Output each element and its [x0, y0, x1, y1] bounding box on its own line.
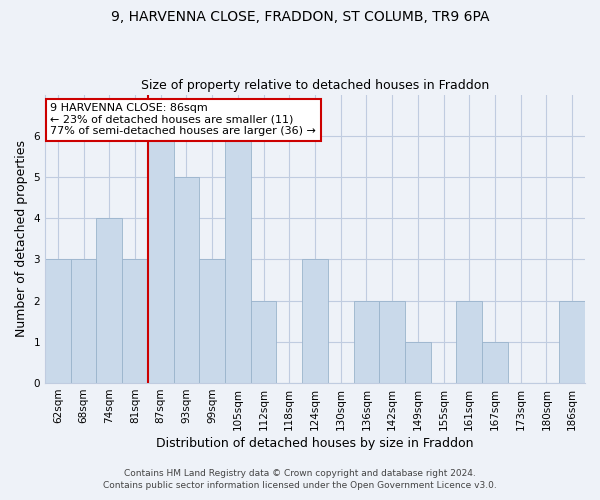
- Bar: [379, 300, 405, 383]
- Bar: [148, 136, 173, 383]
- Bar: [71, 260, 97, 383]
- Title: Size of property relative to detached houses in Fraddon: Size of property relative to detached ho…: [141, 79, 489, 92]
- Bar: [122, 260, 148, 383]
- Bar: [225, 136, 251, 383]
- Bar: [457, 300, 482, 383]
- Bar: [45, 260, 71, 383]
- Bar: [405, 342, 431, 383]
- Text: 9, HARVENNA CLOSE, FRADDON, ST COLUMB, TR9 6PA: 9, HARVENNA CLOSE, FRADDON, ST COLUMB, T…: [111, 10, 489, 24]
- Text: Contains HM Land Registry data © Crown copyright and database right 2024.
Contai: Contains HM Land Registry data © Crown c…: [103, 468, 497, 490]
- Bar: [482, 342, 508, 383]
- Bar: [97, 218, 122, 383]
- Bar: [173, 177, 199, 383]
- Text: 9 HARVENNA CLOSE: 86sqm
← 23% of detached houses are smaller (11)
77% of semi-de: 9 HARVENNA CLOSE: 86sqm ← 23% of detache…: [50, 103, 316, 136]
- Bar: [559, 300, 585, 383]
- Bar: [302, 260, 328, 383]
- Bar: [251, 300, 277, 383]
- Bar: [353, 300, 379, 383]
- Bar: [199, 260, 225, 383]
- Y-axis label: Number of detached properties: Number of detached properties: [15, 140, 28, 338]
- X-axis label: Distribution of detached houses by size in Fraddon: Distribution of detached houses by size …: [156, 437, 474, 450]
